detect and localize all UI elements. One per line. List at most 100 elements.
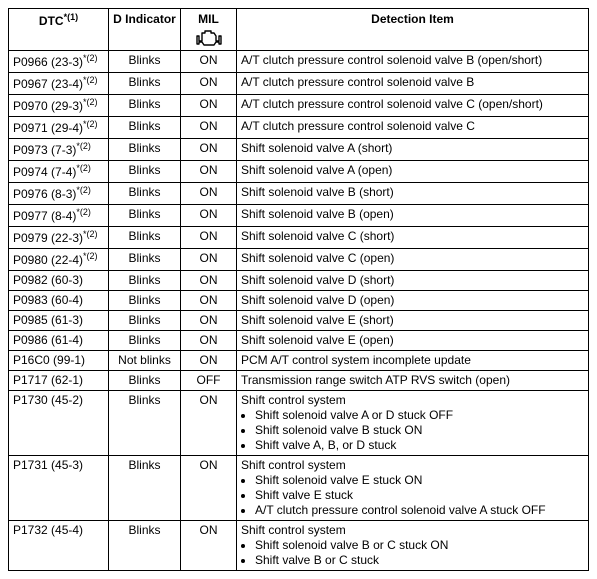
table-row: P0985 (61-3)BlinksONShift solenoid valve… — [9, 311, 589, 331]
cell-dtc: P1717 (62-1) — [9, 371, 109, 391]
detection-text: Shift solenoid valve A (open) — [241, 163, 392, 177]
cell-mil: ON — [181, 351, 237, 371]
dtc-code: P0966 (23-3) — [13, 55, 83, 69]
cell-detection: Shift control systemShift solenoid valve… — [237, 391, 589, 456]
cell-d-indicator: Blinks — [109, 311, 181, 331]
cell-dtc: P0986 (61-4) — [9, 331, 109, 351]
cell-mil: ON — [181, 183, 237, 205]
detection-text: A/T clutch pressure control solenoid val… — [241, 119, 475, 133]
dtc-sup: *(2) — [83, 53, 98, 63]
cell-d-indicator: Blinks — [109, 139, 181, 161]
cell-d-indicator: Blinks — [109, 371, 181, 391]
cell-mil: ON — [181, 205, 237, 227]
table-row: P16C0 (99-1)Not blinksONPCM A/T control … — [9, 351, 589, 371]
detection-text: PCM A/T control system incomplete update — [241, 353, 471, 367]
cell-mil: ON — [181, 117, 237, 139]
header-d-text: D Indicator — [113, 12, 176, 26]
dtc-sup: *(2) — [76, 185, 91, 195]
cell-mil: ON — [181, 95, 237, 117]
cell-mil: OFF — [181, 371, 237, 391]
col-header-d: D Indicator — [109, 9, 181, 51]
table-row: P0974 (7-4)*(2)BlinksONShift solenoid va… — [9, 161, 589, 183]
dtc-code: P1731 (45-3) — [13, 458, 83, 472]
dtc-code: P0979 (22-3) — [13, 231, 83, 245]
cell-detection: Shift solenoid valve E (open) — [237, 331, 589, 351]
cell-d-indicator: Blinks — [109, 117, 181, 139]
cell-dtc: P0979 (22-3)*(2) — [9, 227, 109, 249]
dtc-code: P1730 (45-2) — [13, 393, 83, 407]
table-row: P0967 (23-4)*(2)BlinksONA/T clutch press… — [9, 73, 589, 95]
dtc-table: DTC*(1) D Indicator MIL Detection Item P… — [8, 8, 589, 571]
detection-text: A/T clutch pressure control solenoid val… — [241, 75, 474, 89]
cell-d-indicator: Blinks — [109, 205, 181, 227]
detection-text: Shift solenoid valve A (short) — [241, 141, 392, 155]
cell-d-indicator: Blinks — [109, 95, 181, 117]
detection-sublist: Shift solenoid valve E stuck ONShift val… — [241, 473, 584, 518]
detection-text: Shift solenoid valve D (open) — [241, 293, 394, 307]
cell-mil: ON — [181, 73, 237, 95]
detection-text: Shift solenoid valve B (short) — [241, 185, 394, 199]
cell-detection: Shift solenoid valve E (short) — [237, 311, 589, 331]
cell-detection: Shift solenoid valve D (short) — [237, 271, 589, 291]
table-row: P0970 (29-3)*(2)BlinksON A/T clutch press… — [9, 95, 589, 117]
detection-text: A/T clutch pressure control solenoid val… — [241, 97, 543, 111]
dtc-code: P0986 (61-4) — [13, 333, 83, 347]
cell-d-indicator: Blinks — [109, 521, 181, 571]
cell-detection: Shift control systemShift solenoid valve… — [237, 456, 589, 521]
cell-dtc: P0970 (29-3)*(2) — [9, 95, 109, 117]
cell-mil: ON — [181, 249, 237, 271]
header-dtc-sup: *(1) — [64, 12, 79, 22]
cell-dtc: P1731 (45-3) — [9, 456, 109, 521]
cell-detection: Shift solenoid valve A (open) — [237, 161, 589, 183]
cell-detection: A/T clutch pressure control solenoid val… — [237, 73, 589, 95]
table-row: P0980 (22-4)*(2)BlinksONShift solenoid v… — [9, 249, 589, 271]
dtc-code: P0980 (22-4) — [13, 253, 83, 267]
cell-detection: Shift solenoid valve C (open) — [237, 249, 589, 271]
detection-sublist: Shift solenoid valve B or C stuck ONShif… — [241, 538, 584, 568]
cell-detection: A/T clutch pressure control solenoid val… — [237, 51, 589, 73]
table-header-row: DTC*(1) D Indicator MIL Detection Item — [9, 9, 589, 51]
cell-dtc: P0985 (61-3) — [9, 311, 109, 331]
detection-text: Transmission range switch ATP RVS switch… — [241, 373, 510, 387]
detection-text: Shift solenoid valve B (open) — [241, 207, 394, 221]
detection-text: Shift solenoid valve C (open) — [241, 251, 394, 265]
cell-d-indicator: Not blinks — [109, 351, 181, 371]
table-row: P1730 (45-2)BlinksONShift control system… — [9, 391, 589, 456]
cell-d-indicator: Blinks — [109, 331, 181, 351]
cell-dtc: P0973 (7-3)*(2) — [9, 139, 109, 161]
table-row: P0979 (22-3)*(2)BlinksONShift solenoid v… — [9, 227, 589, 249]
cell-mil: ON — [181, 139, 237, 161]
detection-text: Shift control system — [241, 393, 346, 407]
cell-d-indicator: Blinks — [109, 183, 181, 205]
dtc-code: P0973 (7-3) — [13, 143, 76, 157]
detection-sublist-item: Shift valve A, B, or D stuck — [255, 438, 584, 453]
cell-d-indicator: Blinks — [109, 271, 181, 291]
detection-text: Shift solenoid valve E (short) — [241, 313, 394, 327]
table-row: P0986 (61-4)BlinksONShift solenoid valve… — [9, 331, 589, 351]
detection-sublist-item: Shift solenoid valve B or C stuck ON — [255, 538, 584, 553]
table-row: P0971 (29-4)*(2)BlinksON A/T clutch press… — [9, 117, 589, 139]
dtc-sup: *(2) — [76, 207, 91, 217]
table-row: P0982 (60-3)BlinksONShift solenoid valve… — [9, 271, 589, 291]
cell-d-indicator: Blinks — [109, 456, 181, 521]
dtc-code: P1717 (62-1) — [13, 373, 83, 387]
cell-dtc: P0971 (29-4)*(2) — [9, 117, 109, 139]
cell-detection: Transmission range switch ATP RVS switch… — [237, 371, 589, 391]
cell-detection: Shift solenoid valve B (short) — [237, 183, 589, 205]
dtc-sup: *(2) — [83, 119, 98, 129]
cell-dtc: P1732 (45-4) — [9, 521, 109, 571]
cell-detection: Shift solenoid valve D (open) — [237, 291, 589, 311]
cell-d-indicator: Blinks — [109, 249, 181, 271]
cell-mil: ON — [181, 521, 237, 571]
cell-detection: A/T clutch pressure control solenoid val… — [237, 117, 589, 139]
cell-d-indicator: Blinks — [109, 227, 181, 249]
cell-detection: PCM A/T control system incomplete update — [237, 351, 589, 371]
cell-mil: ON — [181, 51, 237, 73]
table-row: P1732 (45-4)BlinksONShift control system… — [9, 521, 589, 571]
col-header-detection: Detection Item — [237, 9, 589, 51]
header-det-text: Detection Item — [371, 12, 454, 26]
dtc-code: P0983 (60-4) — [13, 293, 83, 307]
detection-sublist-item: Shift solenoid valve E stuck ON — [255, 473, 584, 488]
cell-dtc: P0974 (7-4)*(2) — [9, 161, 109, 183]
dtc-code: P0967 (23-4) — [13, 77, 83, 91]
